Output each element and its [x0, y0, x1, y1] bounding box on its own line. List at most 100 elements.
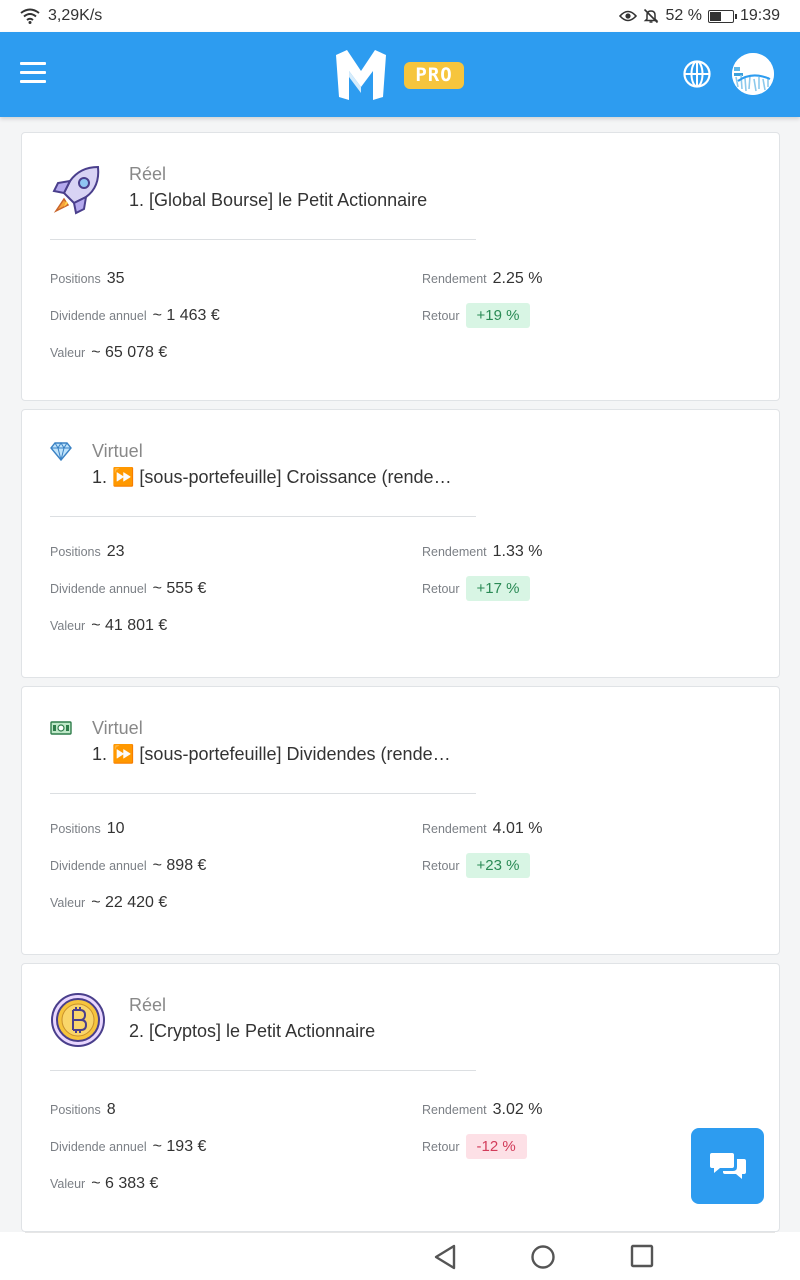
eye-icon: [619, 10, 638, 22]
yield-stat: Rendement 2.25 %: [422, 270, 542, 288]
yield-stat: Rendement 4.01 %: [422, 820, 542, 838]
yield-value: 4.01 %: [492, 820, 543, 837]
yield-value: 1.33 %: [492, 543, 543, 560]
value-amount: ~ 65 078 €: [91, 344, 168, 361]
dividend-stat: Dividende annuel ~ 555 €: [50, 580, 206, 598]
divider: [50, 516, 476, 517]
portfolio-title[interactable]: 1. ⏩ [sous-portefeuille] Dividendes (ren…: [92, 744, 451, 764]
diamond-icon: [50, 442, 72, 462]
portfolio-type: Virtuel: [92, 718, 143, 738]
value-amount: ~ 41 801 €: [91, 617, 168, 634]
return-badge: +23 %: [465, 853, 531, 878]
dividend-value: ~ 193 €: [152, 1138, 207, 1155]
dividend-value: ~ 898 €: [152, 857, 207, 874]
positions-value: 23: [106, 543, 125, 560]
menu-icon[interactable]: [20, 62, 46, 84]
return-badge: -12 %: [465, 1134, 527, 1159]
logo-icon: [336, 50, 386, 100]
return-label: Retour: [422, 581, 460, 596]
yield-label: Rendement: [422, 545, 487, 559]
bitcoin-icon: [51, 993, 105, 1047]
return-stat: Retour +23 %: [422, 853, 531, 878]
yield-value: 3.02 %: [492, 1101, 543, 1118]
positions-value: 8: [106, 1101, 116, 1118]
status-bar: 3,29K/s 52 % 19:39: [0, 0, 800, 32]
portfolio-type: Réel: [129, 995, 167, 1015]
portfolio-card[interactable]: Réel 1. [Global Bourse] le Petit Actionn…: [21, 132, 780, 401]
value-label: Valeur: [50, 1177, 86, 1191]
app-bar: PRO: [0, 32, 800, 117]
system-nav-bar: [0, 1232, 800, 1280]
yield-label: Rendement: [422, 822, 487, 836]
dividend-stat: Dividende annuel ~ 898 €: [50, 857, 206, 875]
value-stat: Valeur ~ 22 420 €: [50, 894, 167, 912]
positions-stat: Positions 8: [50, 1101, 116, 1119]
bell-off-icon: [644, 8, 659, 24]
home-icon[interactable]: [530, 1244, 556, 1270]
return-badge: +17 %: [465, 576, 531, 601]
portfolio-title[interactable]: 2. [Cryptos] le Petit Actionnaire: [129, 1021, 376, 1041]
portfolio-type: Réel: [129, 164, 167, 184]
chat-icon: [709, 1153, 746, 1179]
value-label: Valeur: [50, 896, 86, 910]
dividend-stat: Dividende annuel ~ 1 463 €: [50, 307, 220, 325]
battery-percent: 52 %: [665, 7, 702, 24]
return-label: Retour: [422, 858, 460, 873]
value-stat: Valeur ~ 6 383 €: [50, 1175, 158, 1193]
return-label: Retour: [422, 1139, 460, 1154]
dividend-stat: Dividende annuel ~ 193 €: [50, 1138, 206, 1156]
return-stat: Retour -12 %: [422, 1134, 527, 1159]
yield-stat: Rendement 1.33 %: [422, 543, 542, 561]
positions-label: Positions: [50, 1103, 101, 1117]
positions-stat: Positions 23: [50, 543, 125, 561]
positions-value: 10: [106, 820, 125, 837]
positions-label: Positions: [50, 545, 101, 559]
back-icon[interactable]: [433, 1244, 457, 1270]
dividend-label: Dividende annuel: [50, 859, 147, 873]
dividend-label: Dividende annuel: [50, 1140, 147, 1154]
positions-stat: Positions 35: [50, 270, 125, 288]
chat-button[interactable]: [691, 1128, 764, 1204]
divider: [50, 239, 476, 240]
positions-label: Positions: [50, 822, 101, 836]
portfolio-card[interactable]: Virtuel 1. ⏩ [sous-portefeuille] Croissa…: [21, 409, 780, 678]
positions-value: 35: [106, 270, 125, 287]
portfolio-list: Réel 1. [Global Bourse] le Petit Actionn…: [21, 132, 780, 1240]
dividend-label: Dividende annuel: [50, 582, 147, 596]
value-label: Valeur: [50, 346, 86, 360]
return-badge: +19 %: [465, 303, 531, 328]
return-stat: Retour +17 %: [422, 576, 531, 601]
positions-label: Positions: [50, 272, 101, 286]
value-label: Valeur: [50, 619, 86, 633]
value-amount: ~ 22 420 €: [91, 894, 168, 911]
dividend-value: ~ 555 €: [152, 580, 207, 597]
portfolio-title[interactable]: 1. [Global Bourse] le Petit Actionnaire: [129, 190, 428, 210]
globe-icon[interactable]: [682, 59, 712, 89]
return-stat: Retour +19 %: [422, 303, 531, 328]
portfolio-type: Virtuel: [92, 441, 143, 461]
avatar[interactable]: [732, 53, 774, 95]
divider: [50, 1070, 476, 1071]
value-amount: ~ 6 383 €: [91, 1175, 159, 1192]
yield-label: Rendement: [422, 1103, 487, 1117]
recents-icon[interactable]: [630, 1244, 654, 1268]
banknote-icon: [50, 721, 72, 735]
pro-badge: PRO: [404, 62, 464, 89]
divider: [50, 793, 476, 794]
portfolio-title[interactable]: 1. ⏩ [sous-portefeuille] Croissance (ren…: [92, 467, 452, 487]
portfolio-card[interactable]: Réel 2. [Cryptos] le Petit Actionnaire P…: [21, 963, 780, 1232]
dividend-label: Dividende annuel: [50, 309, 147, 323]
yield-stat: Rendement 3.02 %: [422, 1101, 542, 1119]
return-label: Retour: [422, 308, 460, 323]
dividend-value: ~ 1 463 €: [152, 307, 220, 324]
yield-label: Rendement: [422, 272, 487, 286]
value-stat: Valeur ~ 65 078 €: [50, 344, 167, 362]
positions-stat: Positions 10: [50, 820, 125, 838]
yield-value: 2.25 %: [492, 270, 543, 287]
rocket-icon: [52, 165, 100, 215]
battery-icon: [707, 9, 737, 23]
value-stat: Valeur ~ 41 801 €: [50, 617, 167, 635]
clock: 19:39: [739, 7, 780, 24]
network-speed: 3,29K/s: [48, 7, 103, 24]
portfolio-card[interactable]: Virtuel 1. ⏩ [sous-portefeuille] Dividen…: [21, 686, 780, 955]
